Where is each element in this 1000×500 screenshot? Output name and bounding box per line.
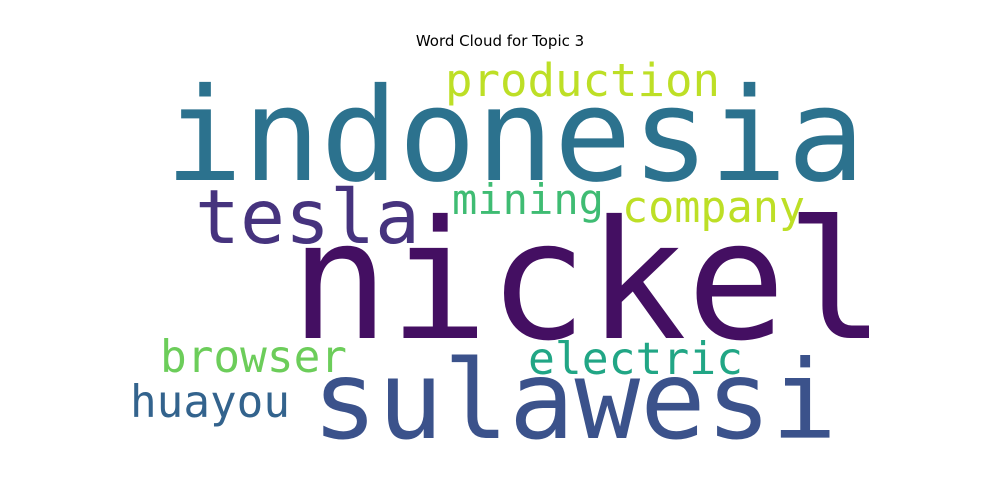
word-indonesia: indonesia <box>165 61 865 211</box>
word-mining: mining <box>452 175 604 224</box>
word-production: production <box>445 54 720 107</box>
chart-title: Word Cloud for Topic 3 <box>415 32 585 50</box>
word-electric: electric <box>528 333 743 385</box>
word-huayou: huayou <box>130 377 290 428</box>
word-nickel: nickel <box>290 185 885 377</box>
word-sulawesi: sulawesi <box>312 337 837 464</box>
word-company: company <box>622 183 805 233</box>
word-browser: browser <box>160 332 347 383</box>
word-tesla: tesla <box>195 174 420 261</box>
